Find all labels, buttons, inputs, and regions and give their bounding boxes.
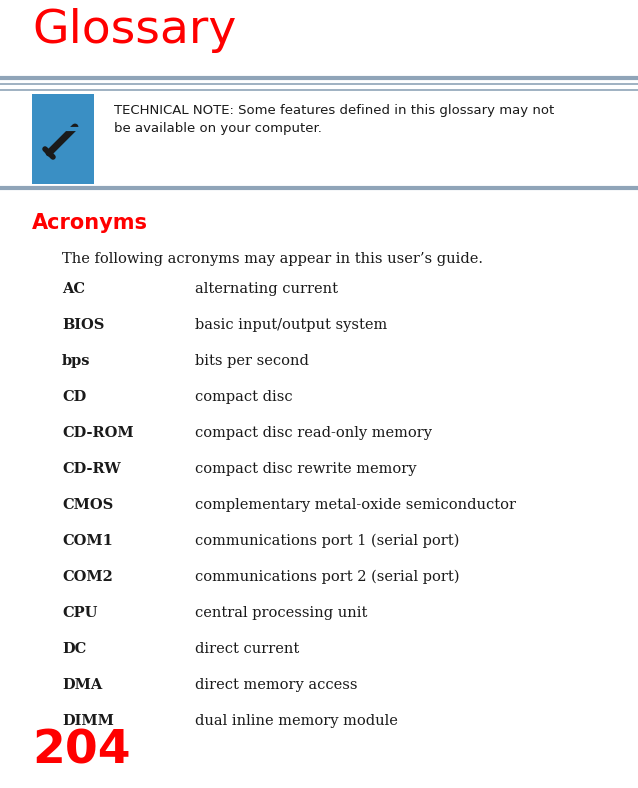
- FancyBboxPatch shape: [32, 94, 94, 184]
- Text: compact disc read-only memory: compact disc read-only memory: [195, 426, 432, 440]
- Text: CD-RW: CD-RW: [62, 462, 121, 476]
- Text: dual inline memory module: dual inline memory module: [195, 714, 398, 728]
- Text: Glossary: Glossary: [32, 8, 236, 53]
- Text: CPU: CPU: [62, 606, 98, 620]
- Text: communications port 2 (serial port): communications port 2 (serial port): [195, 570, 459, 585]
- Text: bits per second: bits per second: [195, 354, 309, 368]
- Text: compact disc rewrite memory: compact disc rewrite memory: [195, 462, 417, 476]
- Text: be available on your computer.: be available on your computer.: [114, 122, 322, 135]
- Text: complementary metal-oxide semiconductor: complementary metal-oxide semiconductor: [195, 498, 516, 512]
- Text: basic input/output system: basic input/output system: [195, 318, 387, 332]
- Text: CMOS: CMOS: [62, 498, 114, 512]
- Text: AC: AC: [62, 282, 85, 296]
- Text: communications port 1 (serial port): communications port 1 (serial port): [195, 534, 459, 548]
- Text: The following acronyms may appear in this user’s guide.: The following acronyms may appear in thi…: [62, 252, 483, 266]
- Text: alternating current: alternating current: [195, 282, 338, 296]
- Text: CD: CD: [62, 390, 86, 404]
- Text: BIOS: BIOS: [62, 318, 105, 332]
- Text: 204: 204: [32, 729, 131, 774]
- Text: CD-ROM: CD-ROM: [62, 426, 133, 440]
- Text: direct memory access: direct memory access: [195, 678, 357, 692]
- Text: direct current: direct current: [195, 642, 299, 656]
- Text: COM1: COM1: [62, 534, 113, 548]
- Text: bps: bps: [62, 354, 91, 368]
- Text: DIMM: DIMM: [62, 714, 114, 728]
- Text: TECHNICAL NOTE: Some features defined in this glossary may not: TECHNICAL NOTE: Some features defined in…: [114, 104, 554, 117]
- Text: Acronyms: Acronyms: [32, 213, 148, 233]
- Text: central processing unit: central processing unit: [195, 606, 367, 620]
- Circle shape: [64, 120, 82, 138]
- Text: DC: DC: [62, 642, 86, 656]
- Text: DMA: DMA: [62, 678, 102, 692]
- Text: COM2: COM2: [62, 570, 113, 584]
- Text: compact disc: compact disc: [195, 390, 293, 404]
